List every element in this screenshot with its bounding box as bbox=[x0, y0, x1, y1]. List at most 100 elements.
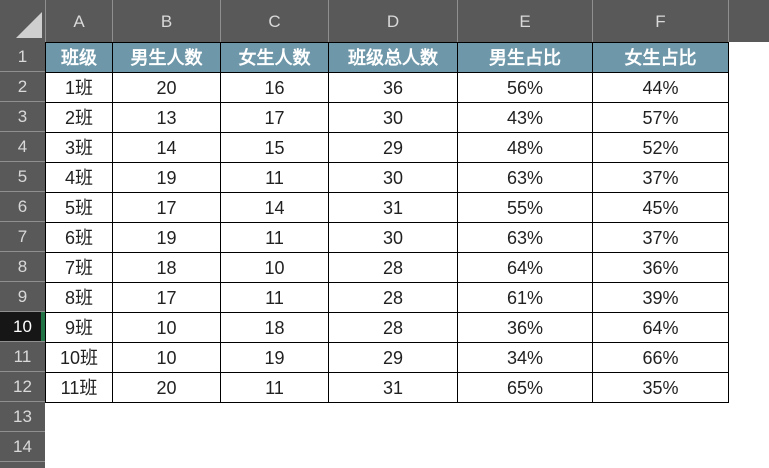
cell-F2[interactable]: 44% bbox=[592, 72, 729, 103]
cell-D7[interactable]: 30 bbox=[328, 222, 458, 253]
cell-B2[interactable]: 20 bbox=[112, 72, 221, 103]
cell-A5[interactable]: 4班 bbox=[45, 162, 113, 193]
cell-F7[interactable]: 37% bbox=[592, 222, 729, 253]
cell-F1[interactable]: 女生占比 bbox=[592, 42, 729, 73]
cell-F12[interactable]: 35% bbox=[592, 372, 729, 403]
cell-D12[interactable]: 31 bbox=[328, 372, 458, 403]
column-header-F[interactable]: F bbox=[592, 0, 728, 42]
cell-F9[interactable]: 39% bbox=[592, 282, 729, 313]
cell-C11[interactable]: 19 bbox=[220, 342, 329, 373]
cell-B8[interactable]: 18 bbox=[112, 252, 221, 283]
row-header-12[interactable]: 12 bbox=[0, 372, 45, 402]
cell-E2[interactable]: 56% bbox=[457, 72, 593, 103]
cell-C1[interactable]: 女生人数 bbox=[220, 42, 329, 73]
select-all-icon bbox=[16, 12, 42, 38]
cell-E7[interactable]: 63% bbox=[457, 222, 593, 253]
select-all-button[interactable] bbox=[0, 0, 45, 42]
cell-F4[interactable]: 52% bbox=[592, 132, 729, 163]
cell-B9[interactable]: 17 bbox=[112, 282, 221, 313]
cell-C9[interactable]: 11 bbox=[220, 282, 329, 313]
cell-A9[interactable]: 8班 bbox=[45, 282, 113, 313]
cell-E10[interactable]: 36% bbox=[457, 312, 593, 343]
row-header-13[interactable]: 13 bbox=[0, 402, 45, 432]
row-header-8[interactable]: 8 bbox=[0, 252, 45, 282]
row-header-7[interactable]: 7 bbox=[0, 222, 45, 252]
cell-C3[interactable]: 17 bbox=[220, 102, 329, 133]
cell-A12[interactable]: 11班 bbox=[45, 372, 113, 403]
cell-B3[interactable]: 13 bbox=[112, 102, 221, 133]
column-header-B[interactable]: B bbox=[112, 0, 220, 42]
cell-E9[interactable]: 61% bbox=[457, 282, 593, 313]
cell-D5[interactable]: 30 bbox=[328, 162, 458, 193]
row-header-1[interactable]: 1 bbox=[0, 42, 45, 72]
column-header-A[interactable]: A bbox=[45, 0, 112, 42]
row-header-11[interactable]: 11 bbox=[0, 342, 45, 372]
table-row-11: 10班 10 19 29 34% 66% bbox=[45, 342, 729, 373]
cell-A8[interactable]: 7班 bbox=[45, 252, 113, 283]
cell-A4[interactable]: 3班 bbox=[45, 132, 113, 163]
cell-E5[interactable]: 63% bbox=[457, 162, 593, 193]
cell-C8[interactable]: 10 bbox=[220, 252, 329, 283]
cell-A7[interactable]: 6班 bbox=[45, 222, 113, 253]
cell-F6[interactable]: 45% bbox=[592, 192, 729, 223]
table-row-9: 8班 17 11 28 61% 39% bbox=[45, 282, 729, 313]
row-header-10[interactable]: 10 bbox=[0, 312, 45, 342]
cell-D11[interactable]: 29 bbox=[328, 342, 458, 373]
cell-F10[interactable]: 64% bbox=[592, 312, 729, 343]
column-header-E[interactable]: E bbox=[457, 0, 592, 42]
cell-C2[interactable]: 16 bbox=[220, 72, 329, 103]
row-header-3[interactable]: 3 bbox=[0, 102, 45, 132]
cell-D4[interactable]: 29 bbox=[328, 132, 458, 163]
cell-F3[interactable]: 57% bbox=[592, 102, 729, 133]
cell-C7[interactable]: 11 bbox=[220, 222, 329, 253]
cell-A10[interactable]: 9班 bbox=[45, 312, 113, 343]
column-header-C[interactable]: C bbox=[220, 0, 328, 42]
cell-C5[interactable]: 11 bbox=[220, 162, 329, 193]
cell-E3[interactable]: 43% bbox=[457, 102, 593, 133]
cell-B12[interactable]: 20 bbox=[112, 372, 221, 403]
cell-D1[interactable]: 班级总人数 bbox=[328, 42, 458, 73]
cell-B4[interactable]: 14 bbox=[112, 132, 221, 163]
cell-C10[interactable]: 18 bbox=[220, 312, 329, 343]
cell-D9[interactable]: 28 bbox=[328, 282, 458, 313]
cell-F11[interactable]: 66% bbox=[592, 342, 729, 373]
row-header-5[interactable]: 5 bbox=[0, 162, 45, 192]
column-header-D[interactable]: D bbox=[328, 0, 457, 42]
cell-A6[interactable]: 5班 bbox=[45, 192, 113, 223]
cell-D2[interactable]: 36 bbox=[328, 72, 458, 103]
cell-E4[interactable]: 48% bbox=[457, 132, 593, 163]
cell-D8[interactable]: 28 bbox=[328, 252, 458, 283]
cell-A1[interactable]: 班级 bbox=[45, 42, 113, 73]
row-header-4[interactable]: 4 bbox=[0, 132, 45, 162]
cell-E11[interactable]: 34% bbox=[457, 342, 593, 373]
row-header-6[interactable]: 6 bbox=[0, 192, 45, 222]
cell-E12[interactable]: 65% bbox=[457, 372, 593, 403]
cell-B10[interactable]: 10 bbox=[112, 312, 221, 343]
cell-C12[interactable]: 11 bbox=[220, 372, 329, 403]
table-head: 班级 男生人数 女生人数 班级总人数 男生占比 女生占比 bbox=[45, 42, 729, 73]
cell-B5[interactable]: 19 bbox=[112, 162, 221, 193]
cell-D3[interactable]: 30 bbox=[328, 102, 458, 133]
cell-E8[interactable]: 64% bbox=[457, 252, 593, 283]
cell-A2[interactable]: 1班 bbox=[45, 72, 113, 103]
cell-C4[interactable]: 15 bbox=[220, 132, 329, 163]
cell-A11[interactable]: 10班 bbox=[45, 342, 113, 373]
cell-A3[interactable]: 2班 bbox=[45, 102, 113, 133]
table-row-12: 11班 20 11 31 65% 35% bbox=[45, 372, 729, 403]
cell-B1[interactable]: 男生人数 bbox=[112, 42, 221, 73]
cell-D6[interactable]: 31 bbox=[328, 192, 458, 223]
table-header-row: 班级 男生人数 女生人数 班级总人数 男生占比 女生占比 bbox=[45, 42, 729, 73]
row-header-2[interactable]: 2 bbox=[0, 72, 45, 102]
cell-B7[interactable]: 19 bbox=[112, 222, 221, 253]
cell-B11[interactable]: 10 bbox=[112, 342, 221, 373]
row-header-14[interactable]: 14 bbox=[0, 432, 45, 462]
cell-E1[interactable]: 男生占比 bbox=[457, 42, 593, 73]
table-body: 1班 20 16 36 56% 44% 2班 13 17 30 43% 57% 3班 14 15 29 48% 5… bbox=[45, 72, 729, 403]
cell-E6[interactable]: 55% bbox=[457, 192, 593, 223]
row-header-9[interactable]: 9 bbox=[0, 282, 45, 312]
cell-D10[interactable]: 28 bbox=[328, 312, 458, 343]
cell-F5[interactable]: 37% bbox=[592, 162, 729, 193]
cell-F8[interactable]: 36% bbox=[592, 252, 729, 283]
cell-B6[interactable]: 17 bbox=[112, 192, 221, 223]
cell-C6[interactable]: 14 bbox=[220, 192, 329, 223]
